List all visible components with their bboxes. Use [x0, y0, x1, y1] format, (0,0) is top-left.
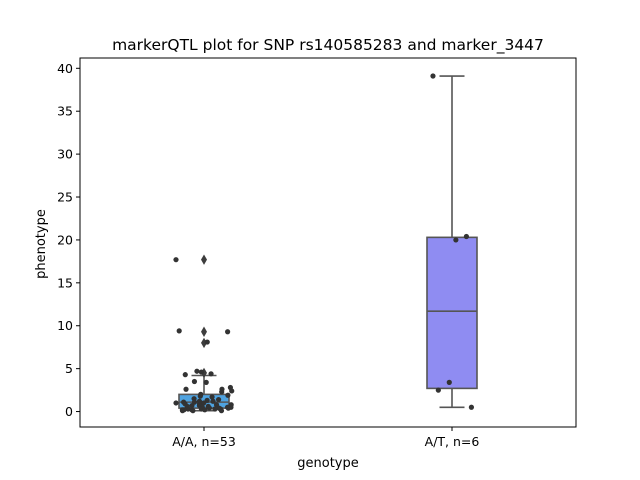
y-tick-label: 30 — [57, 147, 73, 162]
data-point — [446, 379, 452, 385]
data-point — [229, 388, 235, 394]
data-point — [189, 402, 195, 409]
plot-area: 0 5 10 15 20 25 30 35 40 A/A, n=53 A/T, n=6 — [57, 57, 577, 449]
plot-frame — [79, 57, 577, 428]
data-point — [197, 393, 203, 399]
data-point — [435, 387, 441, 393]
outlier-marker — [201, 326, 207, 337]
data-point — [190, 408, 196, 414]
x-axis-label: genotype — [297, 456, 358, 471]
data-point — [176, 328, 182, 334]
y-tick-label: 25 — [57, 190, 73, 205]
y-tick-label: 10 — [57, 318, 73, 333]
data-point — [209, 394, 215, 400]
data-point — [225, 329, 231, 335]
box-body — [426, 236, 478, 390]
y-tick-label: 40 — [57, 61, 73, 76]
data-point — [191, 378, 198, 385]
data-point — [215, 396, 222, 403]
data-point — [225, 392, 231, 398]
y-tick-label: 0 — [65, 404, 73, 419]
x-tick-label: A/A, n=53 — [172, 434, 236, 449]
data-point — [173, 400, 179, 406]
data-point — [183, 386, 189, 392]
data-point — [430, 73, 436, 79]
data-point — [208, 371, 214, 377]
data-point — [194, 368, 200, 374]
y-axis-label: phenotype — [34, 209, 49, 279]
data-point — [206, 405, 213, 411]
data-point — [210, 398, 216, 404]
data-point — [173, 257, 179, 263]
data-point — [218, 408, 225, 414]
y-tick-label: 20 — [57, 232, 73, 247]
data-point — [453, 237, 459, 243]
data-point — [468, 404, 475, 410]
data-point — [179, 408, 186, 414]
data-point — [219, 389, 225, 395]
data-point — [201, 400, 207, 406]
data-point — [182, 372, 188, 378]
data-point — [204, 339, 210, 345]
data-point — [463, 233, 470, 240]
data-point — [225, 405, 231, 411]
data-point — [198, 369, 204, 375]
data-point — [212, 406, 218, 412]
data-point — [202, 407, 208, 413]
chart-title: markerQTL plot for SNP rs140585283 and m… — [112, 36, 544, 55]
data-point — [203, 379, 209, 385]
y-tick-label: 15 — [57, 275, 73, 290]
y-tick-label: 35 — [57, 104, 73, 119]
y-tick-label: 5 — [65, 361, 73, 376]
outlier-marker — [201, 254, 207, 265]
x-tick-label: A/T, n=6 — [425, 434, 480, 449]
